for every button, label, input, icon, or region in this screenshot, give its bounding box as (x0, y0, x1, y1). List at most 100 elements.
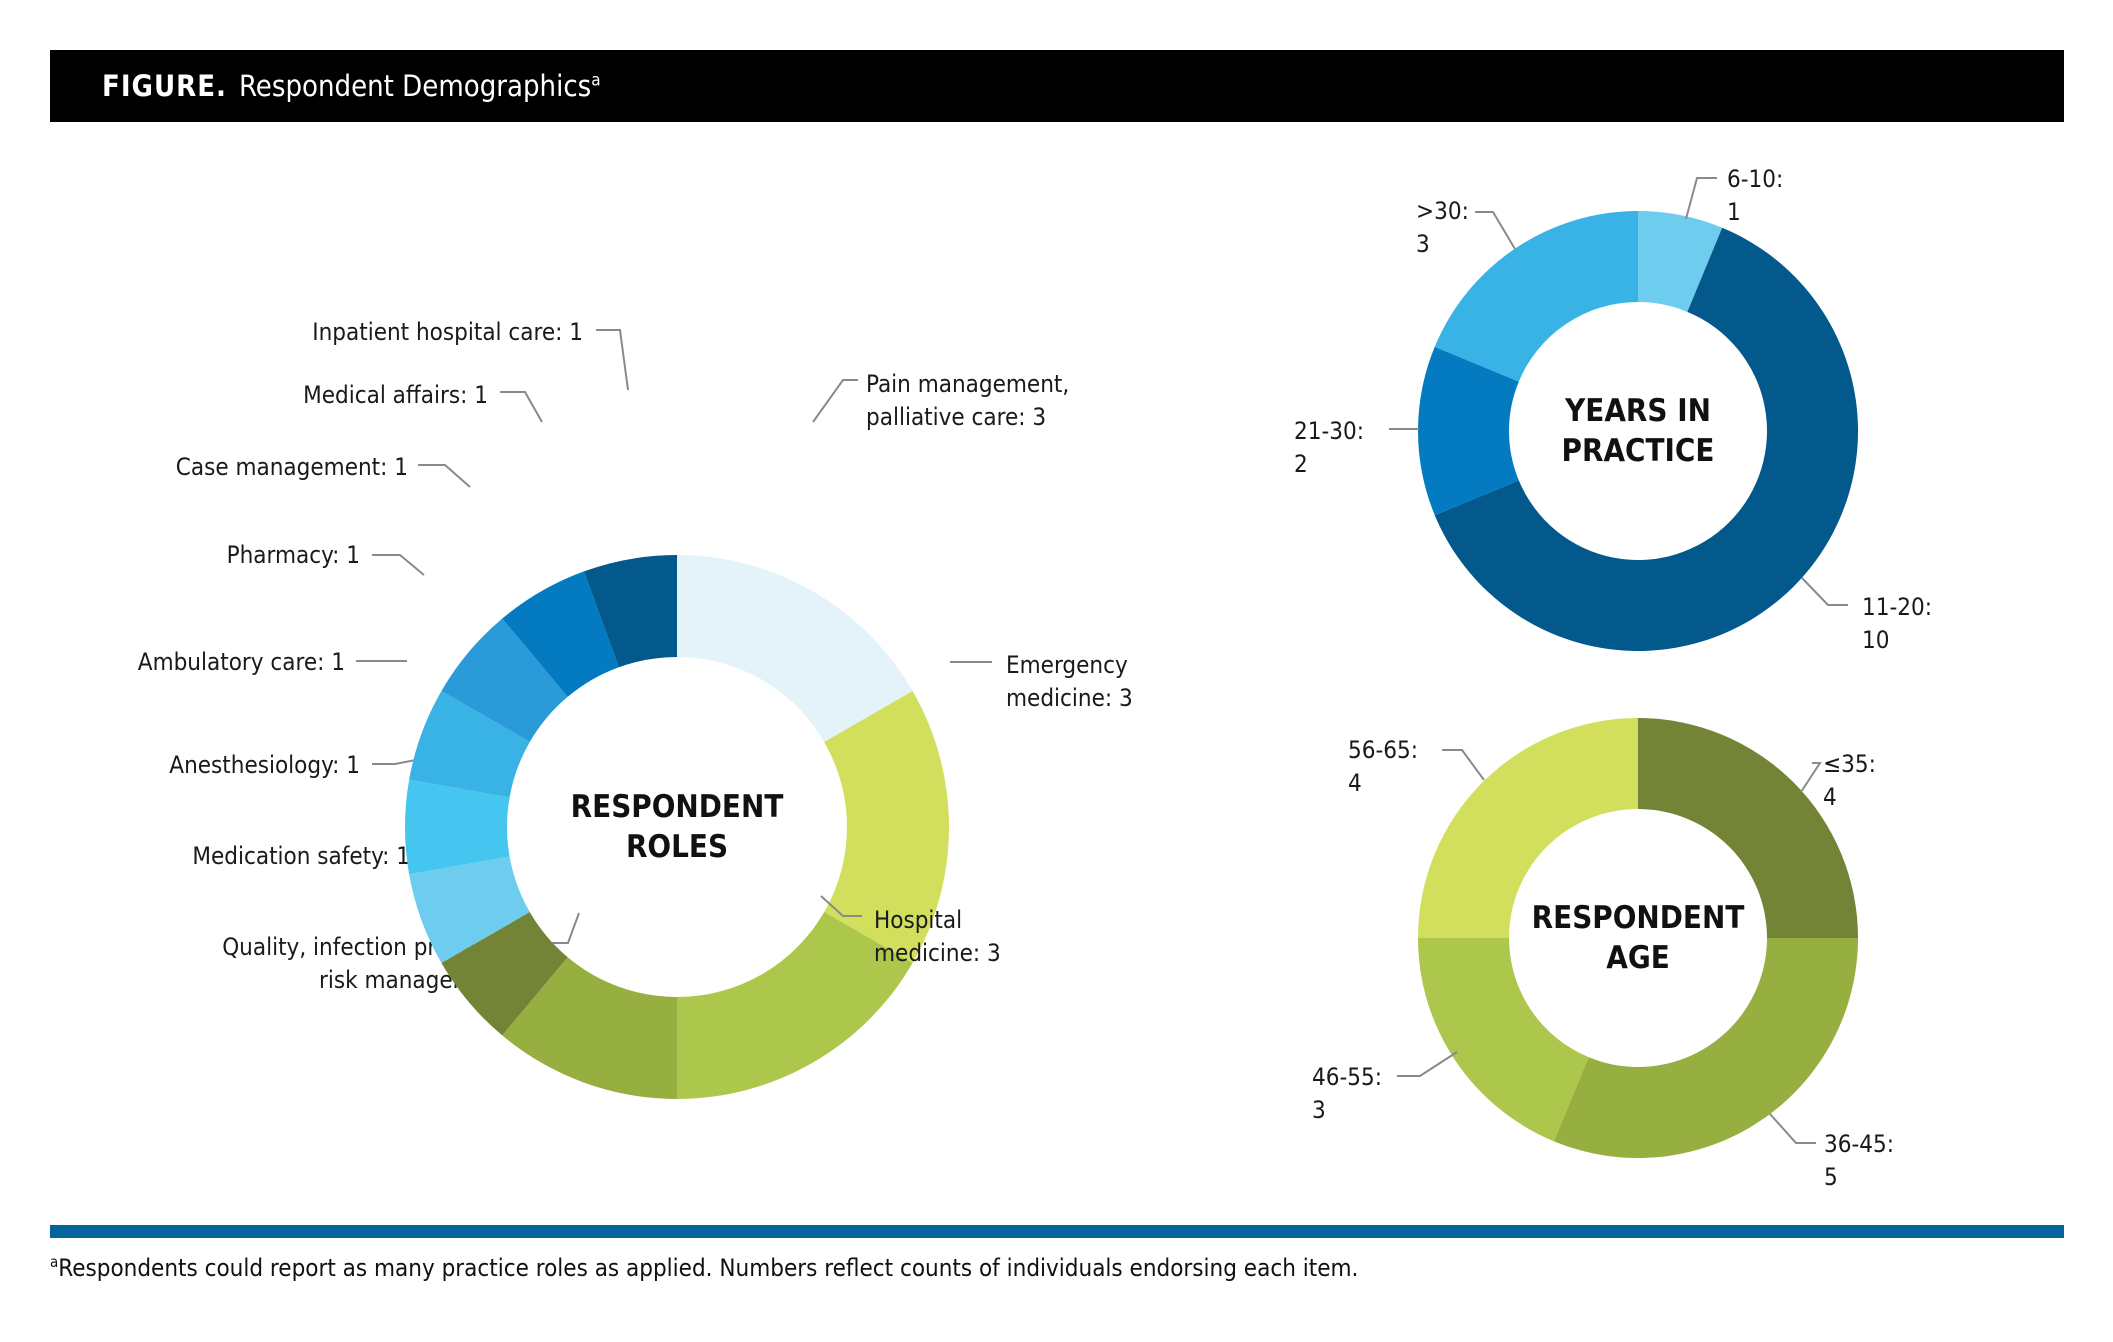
roles-leader-4 (550, 912, 580, 944)
roles-label-8: Pharmacy: 1 (227, 541, 360, 569)
years-label-4-line-2: 3 (1416, 230, 1430, 258)
roles-label-7-line-1: Ambulatory care: 1 (138, 648, 345, 676)
roles-label-2: Emergency medicine: 3 (1006, 651, 1133, 712)
years-center-title-line-2: PRACTICE (1562, 433, 1715, 469)
years-slice-2 (1434, 227, 1858, 652)
age-center-title-line-1: RESPONDENT (1532, 900, 1745, 936)
roles-slice-6 (409, 856, 530, 963)
roles-label-9-line-1: Case management: 1 (176, 453, 408, 481)
years-leader-1 (1685, 177, 1717, 220)
roles-label-11: Inpatient hospital care: 1 (312, 318, 583, 346)
years-label-4: >30: 3 (1416, 197, 1469, 258)
years-label-3-line-1: 21-30: (1294, 417, 1364, 445)
roles-slice-7 (405, 779, 510, 875)
age-label-1: ≤35: 4 (1823, 750, 1876, 811)
years-label-1: 6-10: 1 (1727, 165, 1783, 226)
years-center-title-line-1: YEARS IN (1564, 393, 1711, 429)
figure-title-sup: a (591, 70, 601, 91)
roles-label-10-line-1: Medical affairs: 1 (303, 381, 488, 409)
roles-donut: Pain management, palliative care: 3 Emerge… (138, 318, 1133, 1099)
age-label-4-line-1: 56-65: (1348, 736, 1418, 764)
roles-label-5-line-1: Medication safety: 1 (192, 842, 410, 870)
age-center-title: RESPONDENT AGE (1532, 900, 1745, 976)
roles-slice-1 (677, 555, 913, 742)
roles-leader-3 (820, 895, 862, 917)
roles-slice-10 (502, 571, 619, 697)
age-label-2-line-1: 36-45: (1824, 1130, 1894, 1158)
years-label-3: 21-30: 2 (1294, 417, 1364, 478)
age-leader-1 (1800, 762, 1822, 793)
footnote: aRespondents could report as many practi… (50, 1253, 1358, 1282)
figure-header: FIGURE. Respondent Demographicsa (50, 50, 2064, 122)
roles-label-3-line-2: medicine: 3 (874, 939, 1001, 967)
roles-slice-3 (677, 912, 913, 1099)
roles-leader-10 (500, 391, 543, 423)
footnote-text: Respondents could report as many practic… (58, 1254, 1359, 1282)
age-leader-4 (1442, 749, 1485, 781)
roles-slice-5 (441, 912, 568, 1036)
age-slice-1 (1638, 718, 1858, 938)
years-donut: 6-10: 1 11-20: 10 21-30: 2 >30: 3 YEARS IN PRACTI… (1294, 165, 1932, 654)
years-slice-4 (1434, 210, 1638, 382)
roles-label-5: Medication safety: 1 (192, 842, 410, 870)
roles-leader-9 (418, 464, 471, 488)
years-leader-2 (1801, 577, 1848, 606)
years-center-title: YEARS IN PRACTICE (1562, 393, 1715, 469)
roles-slice-8 (409, 691, 530, 798)
age-slice-3 (1418, 938, 1589, 1142)
years-slice-3 (1417, 346, 1519, 516)
figure-title: Respondent Demographicsa (239, 69, 601, 103)
roles-leader-11 (596, 329, 629, 391)
roles-leader-1 (812, 379, 858, 423)
roles-center-title: RESPONDENT ROLES (571, 789, 784, 865)
age-label-4-line-2: 4 (1348, 769, 1362, 797)
roles-label-11-line-1: Inpatient hospital care: 1 (312, 318, 583, 346)
roles-center-title-line-2: ROLES (626, 829, 728, 865)
roles-slice-4 (502, 957, 677, 1099)
years-leader-4 (1475, 211, 1516, 250)
years-label-1-line-1: 6-10: (1727, 165, 1783, 193)
figure-title-text: Respondent Demographics (238, 69, 592, 103)
age-donut: ≤35: 4 36-45: 5 46-55: 3 56-65: 4 RESPONDENT AGE (1312, 718, 1894, 1191)
roles-label-9: Case management: 1 (176, 453, 408, 481)
roles-label-1: Pain management, palliative care: 3 (866, 370, 1069, 431)
years-label-2-line-1: 11-20: (1862, 593, 1932, 621)
years-label-1-line-2: 1 (1727, 198, 1741, 226)
roles-center-title-line-1: RESPONDENT (571, 789, 784, 825)
roles-leader-8 (372, 554, 425, 576)
bottom-rule (50, 1225, 2064, 1238)
roles-label-6: Anesthesiology: 1 (169, 751, 360, 779)
age-label-3-line-1: 46-55: (1312, 1063, 1382, 1091)
roles-label-3: Hospital medicine: 3 (874, 906, 1001, 967)
roles-label-10: Medical affairs: 1 (303, 381, 488, 409)
roles-label-1-line-2: palliative care: 3 (866, 403, 1046, 431)
age-label-1-line-1: ≤35: (1823, 750, 1876, 778)
age-label-2: 36-45: 5 (1824, 1130, 1894, 1191)
roles-label-2-line-1: Emergency (1006, 651, 1128, 679)
age-label-3-line-2: 3 (1312, 1096, 1326, 1124)
roles-slice-11 (583, 555, 677, 668)
age-label-3: 46-55: 3 (1312, 1063, 1382, 1124)
age-slice-2 (1553, 938, 1858, 1158)
roles-label-6-line-1: Anesthesiology: 1 (169, 751, 360, 779)
years-label-3-line-2: 2 (1294, 450, 1308, 478)
footnote-sup: a (50, 1253, 59, 1271)
roles-label-2-line-2: medicine: 3 (1006, 684, 1133, 712)
age-label-4: 56-65: 4 (1348, 736, 1418, 797)
age-leader-2 (1769, 1113, 1816, 1144)
age-label-1-line-2: 4 (1823, 783, 1837, 811)
roles-slice-9 (441, 618, 568, 742)
roles-slice-2 (824, 691, 949, 963)
years-slice-1 (1638, 211, 1723, 312)
figure-label: FIGURE. (102, 69, 227, 103)
age-slice-4 (1418, 718, 1638, 938)
years-label-2-line-2: 10 (1862, 626, 1889, 654)
roles-label-3-line-1: Hospital (874, 906, 962, 934)
roles-label-1-line-1: Pain management, (866, 370, 1069, 398)
age-label-2-line-2: 5 (1824, 1163, 1838, 1191)
years-label-2: 11-20: 10 (1862, 593, 1932, 654)
roles-label-8-line-1: Pharmacy: 1 (227, 541, 360, 569)
years-label-4-line-1: >30: (1416, 197, 1469, 225)
roles-label-7: Ambulatory care: 1 (138, 648, 345, 676)
